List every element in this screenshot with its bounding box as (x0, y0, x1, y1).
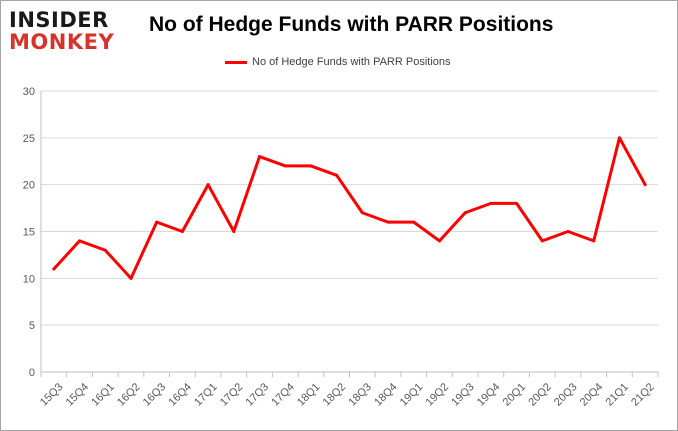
data-point (206, 183, 210, 187)
x-tick-label: 18Q1 (295, 381, 323, 409)
x-tick-label: 18Q4 (372, 381, 400, 409)
y-tick-label: 30 (23, 86, 35, 98)
data-point (386, 220, 390, 224)
chart-legend: No of Hedge Funds with PARR Positions (225, 56, 451, 68)
x-tick-label: 16Q2 (115, 381, 143, 409)
y-tick-label: 0 (29, 367, 35, 379)
data-point (643, 183, 647, 187)
x-tick-label: 18Q2 (321, 381, 349, 409)
x-tick-label: 21Q1 (603, 381, 631, 409)
y-tick-label: 10 (23, 273, 35, 285)
legend-label: No of Hedge Funds with PARR Positions (252, 56, 451, 68)
series-line (52, 136, 647, 280)
data-point (437, 239, 441, 243)
x-tick-label: 16Q4 (166, 381, 194, 409)
x-tick-label: 19Q2 (424, 381, 452, 409)
data-point (463, 211, 467, 215)
x-tick-label: 16Q1 (89, 381, 117, 409)
x-tick-label: 16Q3 (141, 381, 169, 409)
data-point (155, 220, 159, 224)
data-point (103, 248, 107, 252)
data-point (335, 173, 339, 177)
y-tick-label: 15 (23, 227, 35, 239)
x-tick-label: 19Q1 (398, 381, 426, 409)
data-point (617, 136, 621, 140)
data-point (129, 276, 133, 280)
x-tick-label: 15Q3 (38, 381, 66, 409)
x-tick-label: 20Q3 (552, 381, 580, 409)
x-tick-label: 17Q3 (244, 381, 272, 409)
logo-line-2: MONKEY (9, 30, 115, 54)
x-tick-label: 15Q4 (64, 381, 92, 409)
y-tick-label: 5 (29, 320, 35, 332)
data-point (78, 239, 82, 243)
x-tick-label: 20Q4 (578, 381, 606, 409)
insider-monkey-logo: INSIDER MONKEY (9, 9, 114, 53)
legend-swatch (225, 60, 247, 64)
x-tick-label: 20Q1 (501, 381, 529, 409)
x-tick-label: 17Q4 (269, 381, 297, 409)
x-tick-label: 19Q4 (475, 381, 503, 409)
data-point (566, 230, 570, 233)
x-tick-label: 20Q2 (526, 381, 554, 409)
data-point (592, 239, 596, 243)
y-tick-label: 20 (23, 180, 35, 192)
data-point (52, 267, 56, 271)
logo-line-1: INSIDER (9, 8, 109, 32)
data-point (360, 211, 364, 215)
x-tick-label: 17Q1 (192, 381, 220, 409)
chart-title: No of Hedge Funds with PARR Positions (149, 13, 554, 36)
data-point (283, 164, 287, 168)
x-tick-label: 18Q3 (346, 381, 374, 409)
data-point (232, 230, 236, 233)
data-point (258, 155, 262, 159)
data-point (489, 201, 493, 205)
x-tick-label: 19Q3 (449, 381, 477, 409)
data-point (180, 230, 184, 233)
x-tick-label: 21Q2 (629, 381, 657, 409)
data-point (412, 220, 416, 224)
data-point (309, 164, 313, 168)
y-tick-label: 25 (23, 133, 35, 145)
x-tick-label: 17Q2 (218, 381, 246, 409)
data-point (515, 201, 519, 205)
data-point (540, 239, 544, 243)
